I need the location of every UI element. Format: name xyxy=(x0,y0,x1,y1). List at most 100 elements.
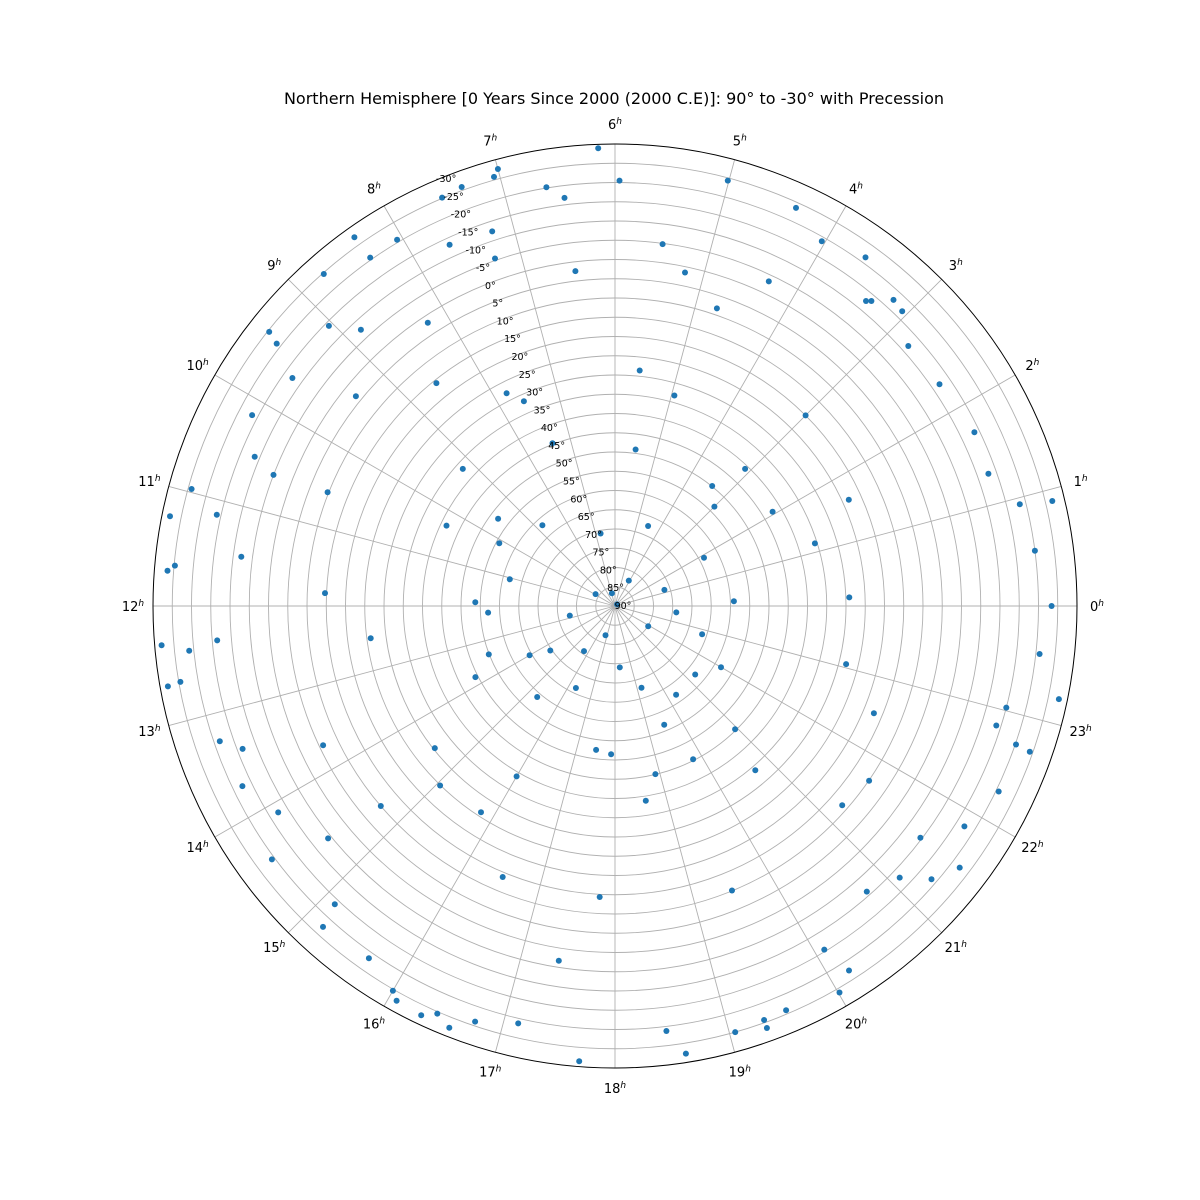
star-point xyxy=(320,742,327,749)
star-point xyxy=(433,380,440,387)
star-point xyxy=(581,648,587,655)
hour-label-suffix: h xyxy=(961,940,967,950)
star-point xyxy=(742,465,749,472)
star-point xyxy=(701,554,707,561)
star-point xyxy=(424,319,431,326)
hour-gridline xyxy=(494,159,616,607)
star-point xyxy=(642,797,649,804)
polar-grid xyxy=(153,144,1077,1068)
hour-label-value: 23 xyxy=(1069,725,1086,740)
star-point xyxy=(638,684,645,691)
star-point xyxy=(320,271,327,277)
star-point xyxy=(216,738,223,745)
star-point xyxy=(164,567,171,574)
star-point xyxy=(862,254,869,261)
hour-label-value: 8 xyxy=(367,183,375,198)
star-point xyxy=(214,637,221,644)
star-point xyxy=(1036,651,1043,657)
hour-label-suffix: h xyxy=(857,182,863,192)
star-point xyxy=(899,308,906,315)
star-point xyxy=(673,691,680,698)
hour-label: 5h xyxy=(733,133,747,149)
hour-label: 18h xyxy=(604,1081,627,1097)
star-point xyxy=(936,381,943,388)
star-point xyxy=(485,651,492,658)
star-point xyxy=(239,783,246,790)
hour-label-value: 22 xyxy=(1021,841,1038,856)
hour-label-value: 3 xyxy=(949,259,957,274)
hour-label-value: 2 xyxy=(1025,359,1033,374)
star-point xyxy=(890,296,897,303)
star-point xyxy=(652,771,659,778)
star-point xyxy=(352,393,359,400)
star-point xyxy=(732,1029,739,1036)
star-point xyxy=(905,343,912,349)
hour-label: 1h xyxy=(1074,474,1088,490)
hour-label-suffix: h xyxy=(1098,599,1104,609)
star-point xyxy=(322,590,328,597)
star-point xyxy=(418,1012,425,1019)
hour-label: 22h xyxy=(1021,840,1044,856)
hour-gridline xyxy=(383,605,616,1007)
hour-label-value: 1 xyxy=(1074,475,1082,490)
hour-gridline xyxy=(614,605,736,1053)
star-point xyxy=(961,823,968,830)
hour-label-suffix: h xyxy=(1034,358,1040,368)
star-point xyxy=(713,305,720,312)
star-point xyxy=(496,540,503,547)
star-point xyxy=(572,685,579,691)
declination-label: 75° xyxy=(592,548,609,559)
hour-gridline xyxy=(168,605,616,727)
declination-label: -5° xyxy=(476,263,490,274)
star-points xyxy=(158,145,1062,1065)
star-point xyxy=(793,204,799,211)
hour-label-value: 12 xyxy=(122,600,139,615)
hour-gridline xyxy=(614,605,1016,838)
star-point xyxy=(690,756,697,763)
declination-label: -10° xyxy=(466,245,486,256)
hour-gridline xyxy=(614,605,943,934)
star-point xyxy=(547,647,554,654)
star-point xyxy=(985,470,992,477)
star-point xyxy=(1013,741,1019,748)
declination-label: 55° xyxy=(563,477,580,488)
star-point xyxy=(495,515,502,522)
hour-label-suffix: h xyxy=(741,133,747,143)
star-point xyxy=(367,635,374,642)
hour-label-suffix: h xyxy=(491,133,497,143)
hour-label-value: 11 xyxy=(138,475,155,490)
star-point xyxy=(177,678,184,685)
star-point xyxy=(434,1010,441,1017)
declination-label: 45° xyxy=(548,441,565,452)
hour-gridline xyxy=(214,605,616,838)
hour-label: 2h xyxy=(1025,358,1039,374)
hour-label-suffix: h xyxy=(620,1081,626,1091)
star-point xyxy=(709,483,716,489)
hour-gridline xyxy=(614,159,736,607)
declination-label: 15° xyxy=(504,334,521,345)
star-point xyxy=(718,664,724,671)
hour-label: 4h xyxy=(849,182,863,198)
star-point xyxy=(608,751,615,758)
hour-label-suffix: h xyxy=(496,1065,502,1075)
star-point xyxy=(446,1024,453,1031)
hour-label-value: 5 xyxy=(733,134,741,149)
hour-label-value: 19 xyxy=(729,1066,746,1081)
hour-label: 17h xyxy=(479,1065,502,1081)
star-point xyxy=(485,609,492,616)
star-point xyxy=(732,726,739,733)
star-point xyxy=(331,901,338,908)
hour-label-suffix: h xyxy=(155,474,161,484)
star-point xyxy=(1003,704,1010,711)
declination-label: 10° xyxy=(497,316,514,327)
star-point xyxy=(275,809,282,816)
star-point xyxy=(492,255,498,262)
star-point xyxy=(971,429,978,436)
hour-label-value: 4 xyxy=(849,183,857,198)
hour-label-suffix: h xyxy=(275,258,281,268)
star-point xyxy=(566,612,573,619)
star-point xyxy=(645,523,652,529)
star-point xyxy=(661,721,668,728)
hour-label: 8h xyxy=(367,182,381,198)
hour-label-suffix: h xyxy=(138,599,144,609)
